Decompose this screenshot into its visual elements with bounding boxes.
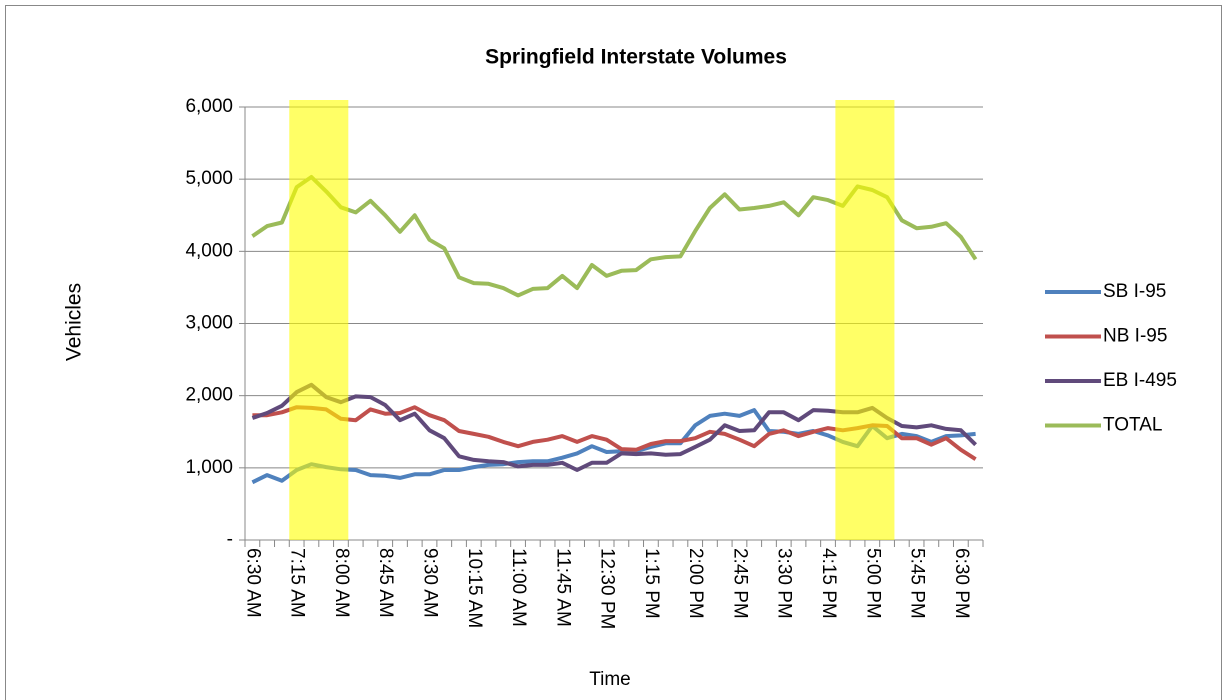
x-tick-label: 3:30 PM <box>774 548 795 619</box>
x-tick-label: 9:30 AM <box>419 548 440 618</box>
x-tick-label: 4:15 PM <box>818 548 839 619</box>
highlight-band <box>835 100 895 540</box>
x-tick-label: 8:45 AM <box>375 548 396 618</box>
chart-border <box>5 5 1222 700</box>
x-tick-label: 7:15 AM <box>287 548 308 618</box>
legend-label: EB I-495 <box>1103 370 1177 391</box>
legend-label: TOTAL <box>1103 415 1162 436</box>
x-tick-label: 5:00 PM <box>862 548 883 619</box>
x-tick-label: 8:00 AM <box>331 548 352 618</box>
y-tick-label: - <box>227 529 233 550</box>
y-tick-label: 3,000 <box>185 313 233 334</box>
x-tick-label: 6:30 AM <box>242 548 263 618</box>
y-tick-label: 5,000 <box>185 168 233 189</box>
x-tick-label: 11:00 AM <box>508 548 529 627</box>
legend-label: SB I-95 <box>1103 281 1166 302</box>
y-tick-label: 1,000 <box>185 457 233 478</box>
y-tick-label: 2,000 <box>185 385 233 406</box>
x-tick-label: 5:45 PM <box>907 548 928 619</box>
x-tick-label: 2:00 PM <box>685 548 706 619</box>
x-tick-label: 11:45 AM <box>552 548 573 627</box>
y-axis-label: Vehicles <box>63 283 86 361</box>
chart-title: Springfield Interstate Volumes <box>485 46 787 69</box>
x-tick-label: 2:45 PM <box>729 548 750 619</box>
x-tick-label: 10:15 AM <box>464 548 485 628</box>
x-axis-label: Time <box>589 669 631 690</box>
x-tick-label: 1:15 PM <box>641 548 662 619</box>
x-tick-label: 6:30 PM <box>951 548 972 619</box>
y-tick-label: 6,000 <box>185 96 233 117</box>
y-tick-label: 4,000 <box>185 240 233 261</box>
legend-label: NB I-95 <box>1103 326 1167 347</box>
highlight-band <box>289 100 349 540</box>
x-tick-label: 12:30 PM <box>597 548 618 629</box>
